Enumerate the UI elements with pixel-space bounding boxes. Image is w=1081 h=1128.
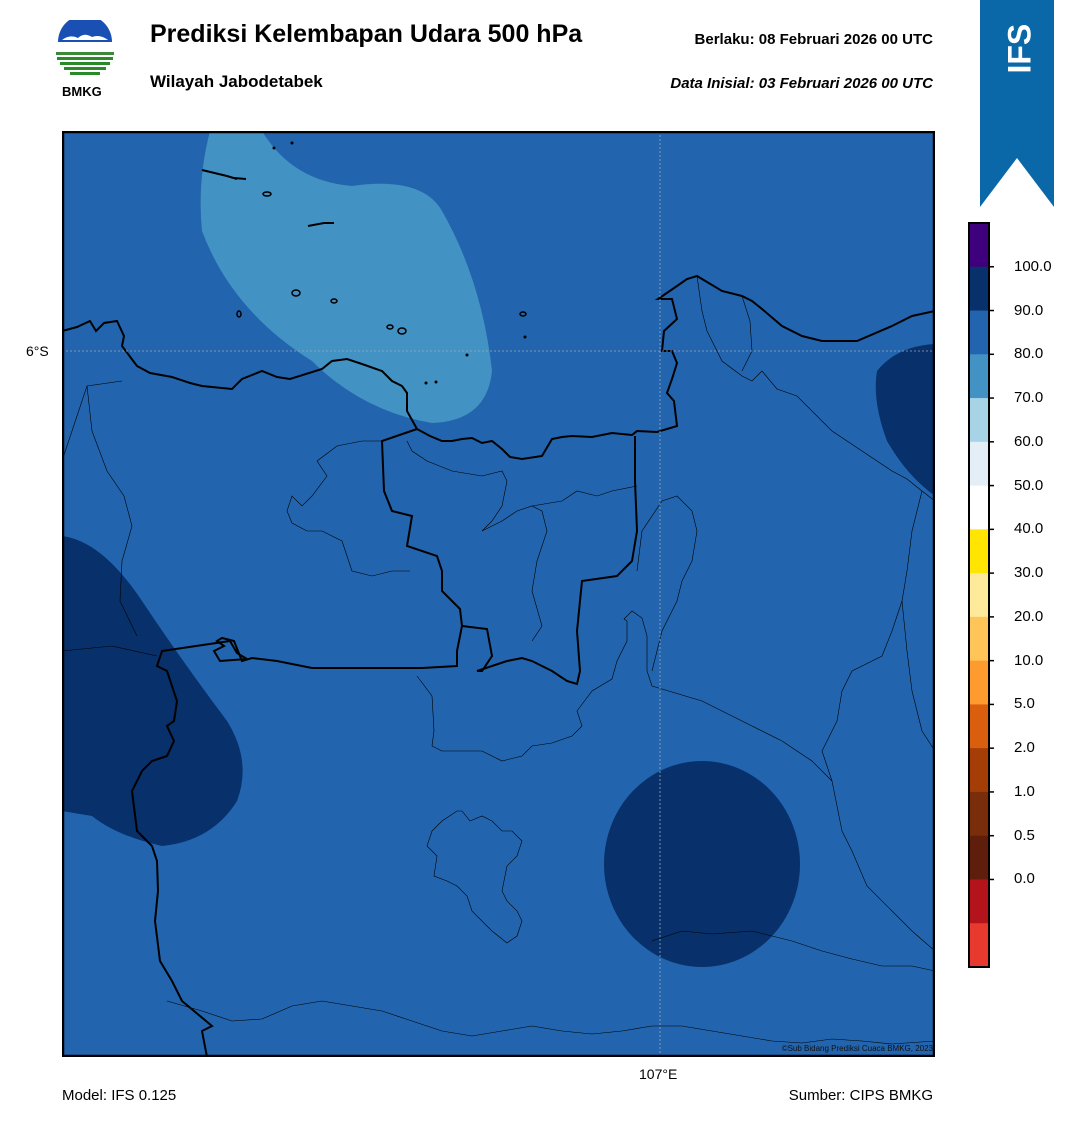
map-title: Prediksi Kelembapan Udara 500 hPa [150,20,583,48]
valid-time: Berlaku: 08 Februari 2026 00 UTC [694,31,933,48]
province-border [130,428,464,1057]
field-70-80-region [200,131,492,423]
colorbar-swatch [969,791,989,837]
field-90-100-west [62,536,243,846]
field-80-90 [62,131,935,1057]
field-90-100-east [875,344,935,496]
colorbar-swatch [969,660,989,705]
initial-time: Data Inisial: 03 Februari 2026 00 UTC [670,75,933,92]
field-90-100-south [604,761,800,967]
colorbar-swatch [969,354,989,399]
colorbar-swatch [969,223,989,268]
colorbar-label: 5.0 [1014,695,1035,713]
colorbar-swatch [969,441,989,487]
ribbon-label: IFS [1001,23,1038,74]
colorbar-label: 10.0 [1014,651,1044,669]
colorbar-label: 0.5 [1014,826,1035,844]
bmkg-logo [56,20,114,75]
colorbar [968,222,994,968]
colorbar-swatch [969,616,989,662]
colorbar-label: 20.0 [1014,607,1044,625]
colorbar-swatch [969,923,989,968]
colorbar-swatch [969,398,989,443]
colorbar-label: 70.0 [1014,389,1044,407]
humidity-map [62,131,935,1057]
colorbar-swatch [969,748,989,793]
colorbar-swatch [969,835,989,880]
lon-label: 107°E [639,1066,678,1082]
colorbar-label: 30.0 [1014,564,1044,582]
colorbar-swatch [969,529,989,574]
map-credit: ©Sub Bidang Prediksi Cuaca BMKG, 2023 [781,1044,933,1053]
colorbar-swatch [969,266,989,312]
colorbar-label: 0.0 [1014,870,1035,888]
colorbar-swatch [969,485,989,530]
colorbar-swatch [969,879,989,924]
colorbar-label: 1.0 [1014,782,1035,800]
colorbar-label: 80.0 [1014,345,1044,363]
footer-source: Sumber: CIPS BMKG [788,1087,933,1104]
ifs-ribbon [980,0,1054,207]
colorbar-label: 90.0 [1014,301,1044,319]
colorbar-label: 60.0 [1014,432,1044,450]
colorbar-swatch [969,704,989,749]
map-subtitle: Wilayah Jabodetabek [150,72,323,91]
colorbar-label: 50.0 [1014,476,1044,494]
colorbar-label: 2.0 [1014,739,1035,757]
lat-label: 6°S [26,343,49,359]
coastline [62,274,935,461]
colorbar-swatch [969,573,989,618]
colorbar-label: 100.0 [1014,257,1052,275]
footer-model: Model: IFS 0.125 [62,1087,177,1104]
colorbar-swatch [969,310,989,355]
colorbar-label: 40.0 [1014,520,1044,538]
logo-text: BMKG [62,84,102,99]
